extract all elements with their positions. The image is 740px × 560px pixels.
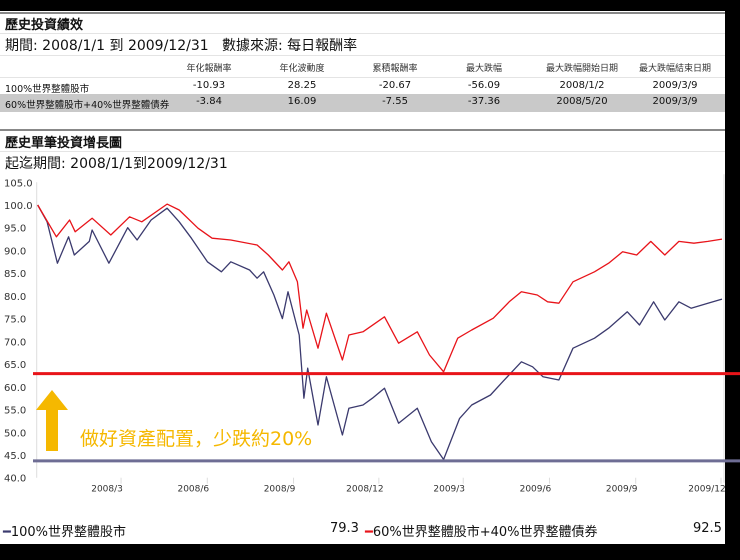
section-divider bbox=[0, 129, 725, 131]
divider bbox=[0, 55, 725, 56]
legend-item-mixed: ━60%世界整體股市+40%世界整體債券 bbox=[365, 521, 598, 540]
x-tick-label: 2009/12 bbox=[688, 485, 725, 495]
chart-period-label: 起迄期間: 2008/1/1到2009/12/31 bbox=[5, 156, 228, 172]
cell: 16.09 bbox=[287, 96, 317, 107]
growth-chart-title: 歷史單筆投資增長圖 bbox=[5, 136, 123, 151]
y-tick-label: 55.0 bbox=[4, 406, 26, 417]
legend-value: 79.3 bbox=[330, 521, 359, 536]
cell: -20.67 bbox=[378, 80, 412, 91]
cell: 2008/1/2 bbox=[559, 80, 605, 91]
x-tick-label: 2009/9 bbox=[606, 485, 638, 495]
legend-value: 92.5 bbox=[693, 521, 722, 536]
col-header: 最大跌幅開始日期 bbox=[545, 64, 619, 74]
divider bbox=[0, 151, 725, 152]
y-tick-label: 60.0 bbox=[4, 383, 26, 394]
cell: -56.09 bbox=[467, 80, 501, 91]
col-header: 最大跌幅 bbox=[465, 64, 503, 74]
cell: -10.93 bbox=[192, 80, 226, 91]
x-tick-label: 2008/12 bbox=[346, 485, 383, 495]
y-tick-label: 45.0 bbox=[4, 451, 26, 462]
y-tick-label: 95.0 bbox=[4, 224, 26, 235]
legend-item-stocks: ━100%世界整體股市 bbox=[3, 521, 126, 540]
x-tick-label: 2009/6 bbox=[520, 485, 552, 495]
y-tick-label: 85.0 bbox=[4, 269, 26, 280]
cell: -3.84 bbox=[196, 96, 222, 107]
cell: 2009/3/9 bbox=[652, 80, 698, 91]
x-tick-label: 2008/9 bbox=[264, 485, 296, 495]
row-name: 60%世界整體股市+40%世界整體債券 bbox=[5, 100, 170, 111]
x-tick-label: 2009/3 bbox=[433, 485, 465, 495]
source-label: 數據來源: 每日報酬率 bbox=[222, 38, 358, 54]
annotation-text: 做好資產配置，少跌約20% bbox=[80, 428, 313, 450]
legend-swatch: ━ bbox=[365, 525, 373, 540]
cell: 2008/5/20 bbox=[556, 96, 608, 107]
period-label: 期間: 2008/1/1 到 2009/12/31 bbox=[5, 38, 209, 54]
table-row: 60%世界整體股市+40%世界整體債券 -3.84 16.09 -7.55 -3… bbox=[0, 94, 725, 112]
arrow-up-icon bbox=[36, 390, 68, 451]
y-tick-label: 40.0 bbox=[4, 474, 26, 485]
section-divider bbox=[0, 12, 725, 14]
x-tick-label: 2008/3 bbox=[91, 485, 123, 495]
y-tick-label: 75.0 bbox=[4, 315, 26, 326]
y-tick-label: 50.0 bbox=[4, 428, 26, 439]
cell: -7.55 bbox=[382, 96, 408, 107]
performance-title: 歷史投資績效 bbox=[5, 18, 84, 33]
x-tick-label: 2008/6 bbox=[177, 485, 209, 495]
y-tick-label: 80.0 bbox=[4, 292, 26, 303]
series-line-stocks bbox=[37, 204, 723, 461]
col-header: 最大跌幅結束日期 bbox=[638, 64, 712, 74]
col-header: 年化波動度 bbox=[279, 64, 325, 74]
y-tick-label: 70.0 bbox=[4, 337, 26, 348]
col-header: 年化報酬率 bbox=[186, 64, 232, 74]
y-tick-label: 100.0 bbox=[4, 201, 33, 212]
divider bbox=[0, 77, 725, 78]
legend-swatch: ━ bbox=[3, 525, 11, 540]
col-header: 累積報酬率 bbox=[372, 64, 418, 74]
y-tick-label: 90.0 bbox=[4, 246, 26, 257]
cell: 28.25 bbox=[287, 80, 317, 91]
legend-label: 100%世界整體股市 bbox=[10, 525, 126, 540]
y-tick-label: 105.0 bbox=[4, 178, 33, 189]
cell: 2009/3/9 bbox=[652, 96, 698, 107]
cell: -37.36 bbox=[467, 96, 501, 107]
row-name: 100%世界整體股市 bbox=[5, 84, 90, 95]
y-tick-label: 65.0 bbox=[4, 360, 26, 371]
series-line-mixed bbox=[37, 203, 723, 373]
divider bbox=[0, 33, 725, 34]
legend-label: 60%世界整體股市+40%世界整體債券 bbox=[372, 525, 598, 540]
